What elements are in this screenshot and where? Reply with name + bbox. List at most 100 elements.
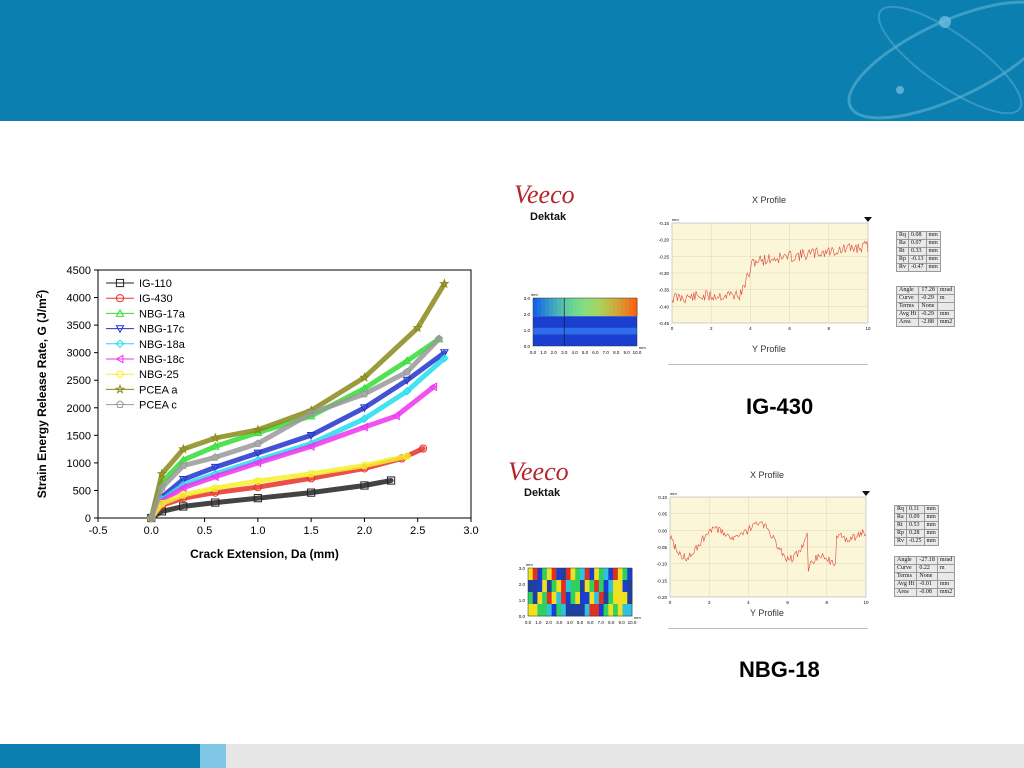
series-line [148,350,447,521]
map-y-tick: 0.0 [519,614,526,619]
data-point [391,411,400,421]
stats-cell: Avg Ht [895,310,920,319]
map-cell [581,298,586,317]
profile-y-tick: 0.10 [658,495,667,500]
data-point [307,409,316,417]
stats-row: Rv -0.47 mm [895,263,941,272]
x-tick-label: 2.0 [357,525,372,537]
data-point [253,439,262,447]
x-tick-label: 3.0 [463,525,478,537]
profile-unit: mm [670,491,677,496]
profile-x-tick: 10 [863,600,869,605]
stats-cell: Angle [895,286,920,295]
map-cell [622,592,628,605]
legend-label: NBG-25 [139,369,179,381]
map-cell [622,580,628,593]
profile-trace [671,240,869,304]
map-cell [594,568,600,581]
map-cell [556,568,562,581]
map-cell [528,568,534,581]
data-point [253,494,262,503]
series-pcea-a [146,278,450,523]
stats-cell: mm [936,310,956,319]
series-line [148,336,442,521]
panel-label-nbg18: NBG-18 [739,657,820,682]
stats-cell: 0.28 [906,529,925,538]
stats-cell: mm [923,529,939,538]
map-cell [545,298,550,317]
map-cell [580,568,586,581]
data-point [211,453,220,461]
stats-row: Rv -0.25 mm [893,537,939,546]
map-cell [546,580,553,593]
stats-cell: -0.25 [906,537,925,546]
map-cell [580,580,586,593]
map-cell [570,580,576,593]
series-pcea-c [147,334,444,522]
stats-cell: mrad [936,556,956,565]
stats-row: Rp -0.13 mm [895,255,941,264]
map-frame [527,567,633,617]
map-x-tick: 4.0 [566,620,573,625]
data-point [178,476,188,485]
data-point [360,481,369,490]
data-point [178,483,187,493]
stats-row: Ra 0.07 mm [895,239,941,248]
legend-label: NBG-17a [139,308,186,320]
stats-row: Avg Ht -0.01 mm [893,580,956,589]
y-axis-label-main: Strain Energy Release Rate, G (J/m [35,298,49,498]
y-axis-label-sup: 2 [35,293,44,298]
map-x-tick: 8.0 [608,620,615,625]
stats-cell [936,302,956,311]
stats-cell: Rq [893,505,908,514]
map-cell [627,580,633,593]
map-cell [528,592,534,605]
y-tick-label: 3000 [67,348,91,360]
legend-label: PCEA a [139,384,178,396]
x-tick-label: 2.5 [410,525,425,537]
map-cell [617,568,623,581]
stats-row: Rq 0.08 mm [895,231,941,240]
map-cell [575,592,581,605]
stats-cell: 0.07 [908,239,927,248]
map-y-tick: 1.0 [519,598,526,603]
legend-label: IG-430 [139,293,173,305]
stats-cell: None [918,302,938,311]
map-x-tick: 7.0 [598,620,605,625]
map-cell [537,592,543,605]
stats-row: Terms None [895,302,956,311]
map-x-tick: 10.0 [628,620,637,625]
map-cell [584,592,590,605]
map-cell [570,592,576,605]
roughness-table-ig430: Rq 0.08 mm Ra 0.07 mm Rt 0.33 mm Rp -0.13 mm Rv -0.47… [895,231,941,272]
profile-y-tick: -0.05 [657,545,668,550]
x-tick-label: 0.5 [197,525,212,537]
map-cell [617,592,623,605]
stats-cell: Avg Ht [893,580,918,589]
map-cell [546,568,553,581]
map-cell [546,592,553,605]
map-y-tick: 2.0 [524,312,531,317]
stats-cell: mm [936,580,956,589]
data-point [418,444,428,453]
map-cell [627,568,633,581]
map-cell [561,568,567,581]
data-point [359,371,370,382]
stats-cell: m [936,564,956,573]
data-point [435,334,444,343]
dektak-label: Dektak [530,211,567,223]
map-cell [627,592,633,605]
strain-energy-chart: -0.5 0.0 0.5 1.0 1.5 2.0 2.5 3.0 0 500 1000 1500 200… [35,265,479,561]
map-cell [541,298,546,317]
map-cell [551,604,557,617]
series-line [148,281,447,521]
map-x-tick: 2.0 [546,620,553,625]
stats-cell: Rt [895,247,910,256]
legend-marker [115,339,125,349]
x-profile-title: X Profile [750,470,785,480]
profile-cursor-icon [862,491,870,496]
legend: IG-110 IG-430 NBG-17a NBG-17c NBG-18a NBG-18c… [106,278,186,412]
legend-label: NBG-18a [139,339,186,351]
profile-x-tick: 0 [671,326,674,331]
roughness-table-nbg18: Rq 0.11 mm Ra 0.09 mm Rt 0.53 mm Rp 0.28 mm Rv -0.25 m… [893,505,939,546]
